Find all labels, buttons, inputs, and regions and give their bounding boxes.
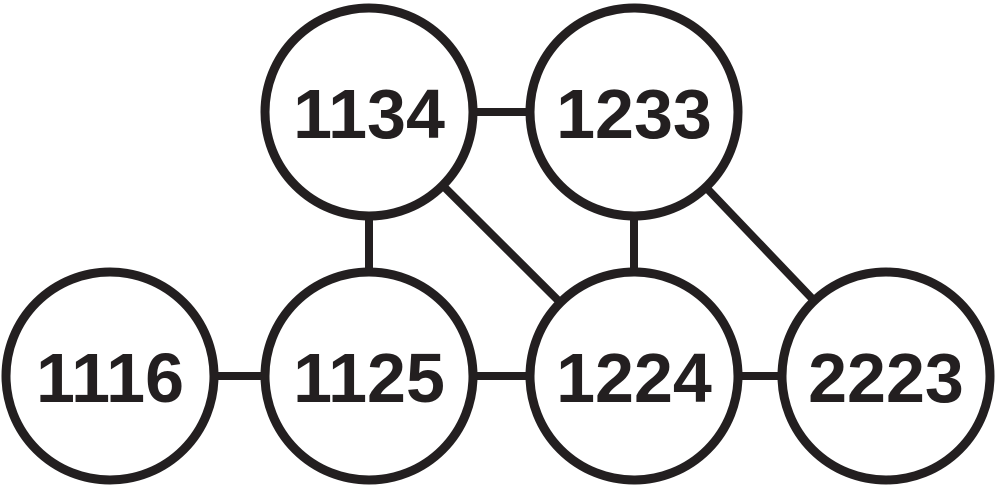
node-label: 2223	[808, 339, 964, 417]
node-2223: 2223	[777, 267, 995, 485]
node-1134: 1134	[260, 3, 478, 221]
node-circle	[1, 267, 219, 485]
node-1224: 1224	[525, 267, 743, 485]
node-circle	[525, 3, 743, 221]
node-circle	[777, 267, 995, 485]
node-circle	[260, 267, 478, 485]
node-circle	[260, 3, 478, 221]
node-label: 1224	[556, 339, 712, 417]
node-1116: 1116	[1, 267, 219, 485]
node-label: 1134	[293, 75, 445, 153]
node-label: 1116	[36, 339, 184, 417]
edges-layer	[110, 108, 889, 380]
node-label: 1125	[293, 339, 445, 417]
node-label: 1233	[556, 75, 712, 153]
node-circle	[525, 267, 743, 485]
node-1233: 1233	[525, 3, 743, 221]
nodes-layer: 1134 1233 1116 1125 1224 2223	[1, 3, 995, 485]
node-1125: 1125	[260, 267, 478, 485]
